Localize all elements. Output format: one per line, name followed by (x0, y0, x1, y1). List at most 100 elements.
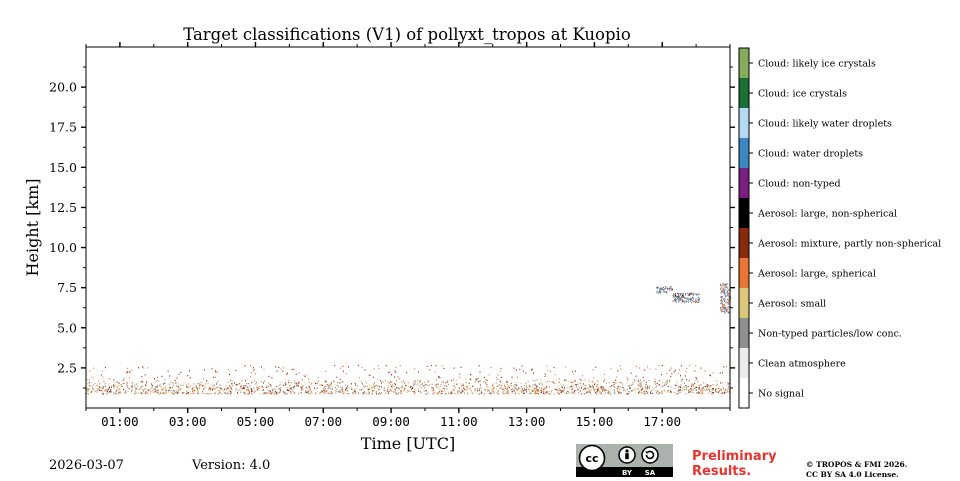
data-cell (322, 384, 323, 386)
data-cell (412, 382, 414, 384)
data-cell (387, 391, 389, 393)
data-cell (396, 393, 398, 395)
data-cell (367, 393, 369, 395)
data-cell (456, 379, 458, 381)
data-cell (724, 287, 726, 289)
data-cell (159, 383, 161, 385)
data-cell (641, 381, 642, 383)
data-cell (527, 388, 529, 390)
data-cell (108, 387, 110, 389)
data-cell (575, 370, 576, 372)
data-cell (355, 388, 357, 390)
data-cell (388, 392, 389, 394)
data-cell (269, 391, 271, 393)
x-tick-label: 17:00 (643, 414, 681, 429)
data-cell (345, 384, 347, 386)
data-cell (678, 299, 680, 301)
data-cell (104, 367, 106, 369)
data-cell (489, 392, 491, 394)
data-cell (390, 384, 392, 386)
data-cell (134, 387, 136, 389)
data-cell (605, 389, 607, 391)
data-cell (570, 381, 572, 383)
data-cell (686, 379, 688, 381)
data-cell (201, 392, 203, 395)
data-cell (596, 390, 598, 393)
data-cell (201, 381, 203, 383)
data-cell (661, 374, 663, 376)
data-cell (425, 390, 427, 392)
data-cell (215, 369, 217, 371)
data-cell (401, 387, 403, 389)
data-cell (644, 386, 646, 388)
data-cell (235, 370, 237, 372)
data-cell (686, 367, 688, 370)
data-cell (365, 382, 367, 384)
data-cell (390, 385, 392, 387)
data-cell (125, 391, 127, 393)
data-cell (401, 385, 403, 387)
data-cell (450, 392, 452, 394)
data-cell (360, 389, 362, 391)
data-cell (587, 387, 589, 389)
data-cell (657, 390, 659, 392)
data-cell (141, 389, 143, 391)
data-cell (461, 392, 462, 394)
data-cell (577, 388, 579, 390)
data-cell (628, 388, 630, 390)
data-cell (278, 392, 280, 394)
data-cell (411, 386, 413, 388)
data-cell (137, 392, 139, 394)
data-cell (102, 380, 104, 382)
data-cell (571, 386, 573, 388)
data-cell (157, 393, 159, 395)
data-cell (532, 384, 534, 386)
data-cell (239, 388, 241, 390)
data-cell (411, 388, 412, 390)
data-cell (323, 389, 325, 391)
data-cell (711, 393, 713, 395)
data-cell (176, 392, 178, 394)
data-cell (300, 386, 302, 388)
data-cell (126, 372, 128, 374)
data-cell (147, 393, 149, 395)
data-cell (336, 385, 338, 387)
data-cell (681, 296, 683, 298)
data-cell (594, 392, 596, 394)
data-cell (198, 387, 200, 389)
data-cell (641, 385, 642, 387)
data-cell (211, 368, 213, 370)
y-tick-label: 7.5 (57, 280, 77, 295)
data-cell (478, 393, 480, 395)
data-cell (483, 388, 485, 391)
data-cell (166, 389, 168, 391)
data-cell (697, 293, 699, 296)
data-cell (423, 381, 425, 384)
data-cell (686, 388, 688, 390)
data-cell (138, 392, 140, 394)
data-cell (589, 385, 591, 387)
data-cell (316, 387, 318, 389)
data-cell (688, 385, 689, 387)
data-cell (493, 387, 495, 389)
data-cell (229, 390, 231, 392)
x-axis-label: Time [UTC] (361, 434, 455, 453)
data-cell (546, 392, 548, 394)
x-tick-label: 05:00 (237, 414, 275, 429)
data-cell (208, 393, 210, 395)
data-cell (301, 388, 303, 390)
data-cell (443, 384, 445, 387)
data-cell (378, 385, 380, 388)
data-cell (645, 392, 647, 394)
y-tick-label: 10.0 (49, 240, 77, 255)
data-cell (501, 384, 503, 386)
data-cell (676, 296, 678, 298)
colorbar-label: Clean atmosphere (758, 359, 846, 370)
data-cell (323, 392, 325, 394)
data-cell (248, 390, 250, 393)
data-cell (247, 393, 249, 395)
data-cell (702, 387, 704, 390)
data-cell (726, 390, 728, 392)
data-cell (223, 388, 225, 390)
data-cell (562, 390, 564, 392)
